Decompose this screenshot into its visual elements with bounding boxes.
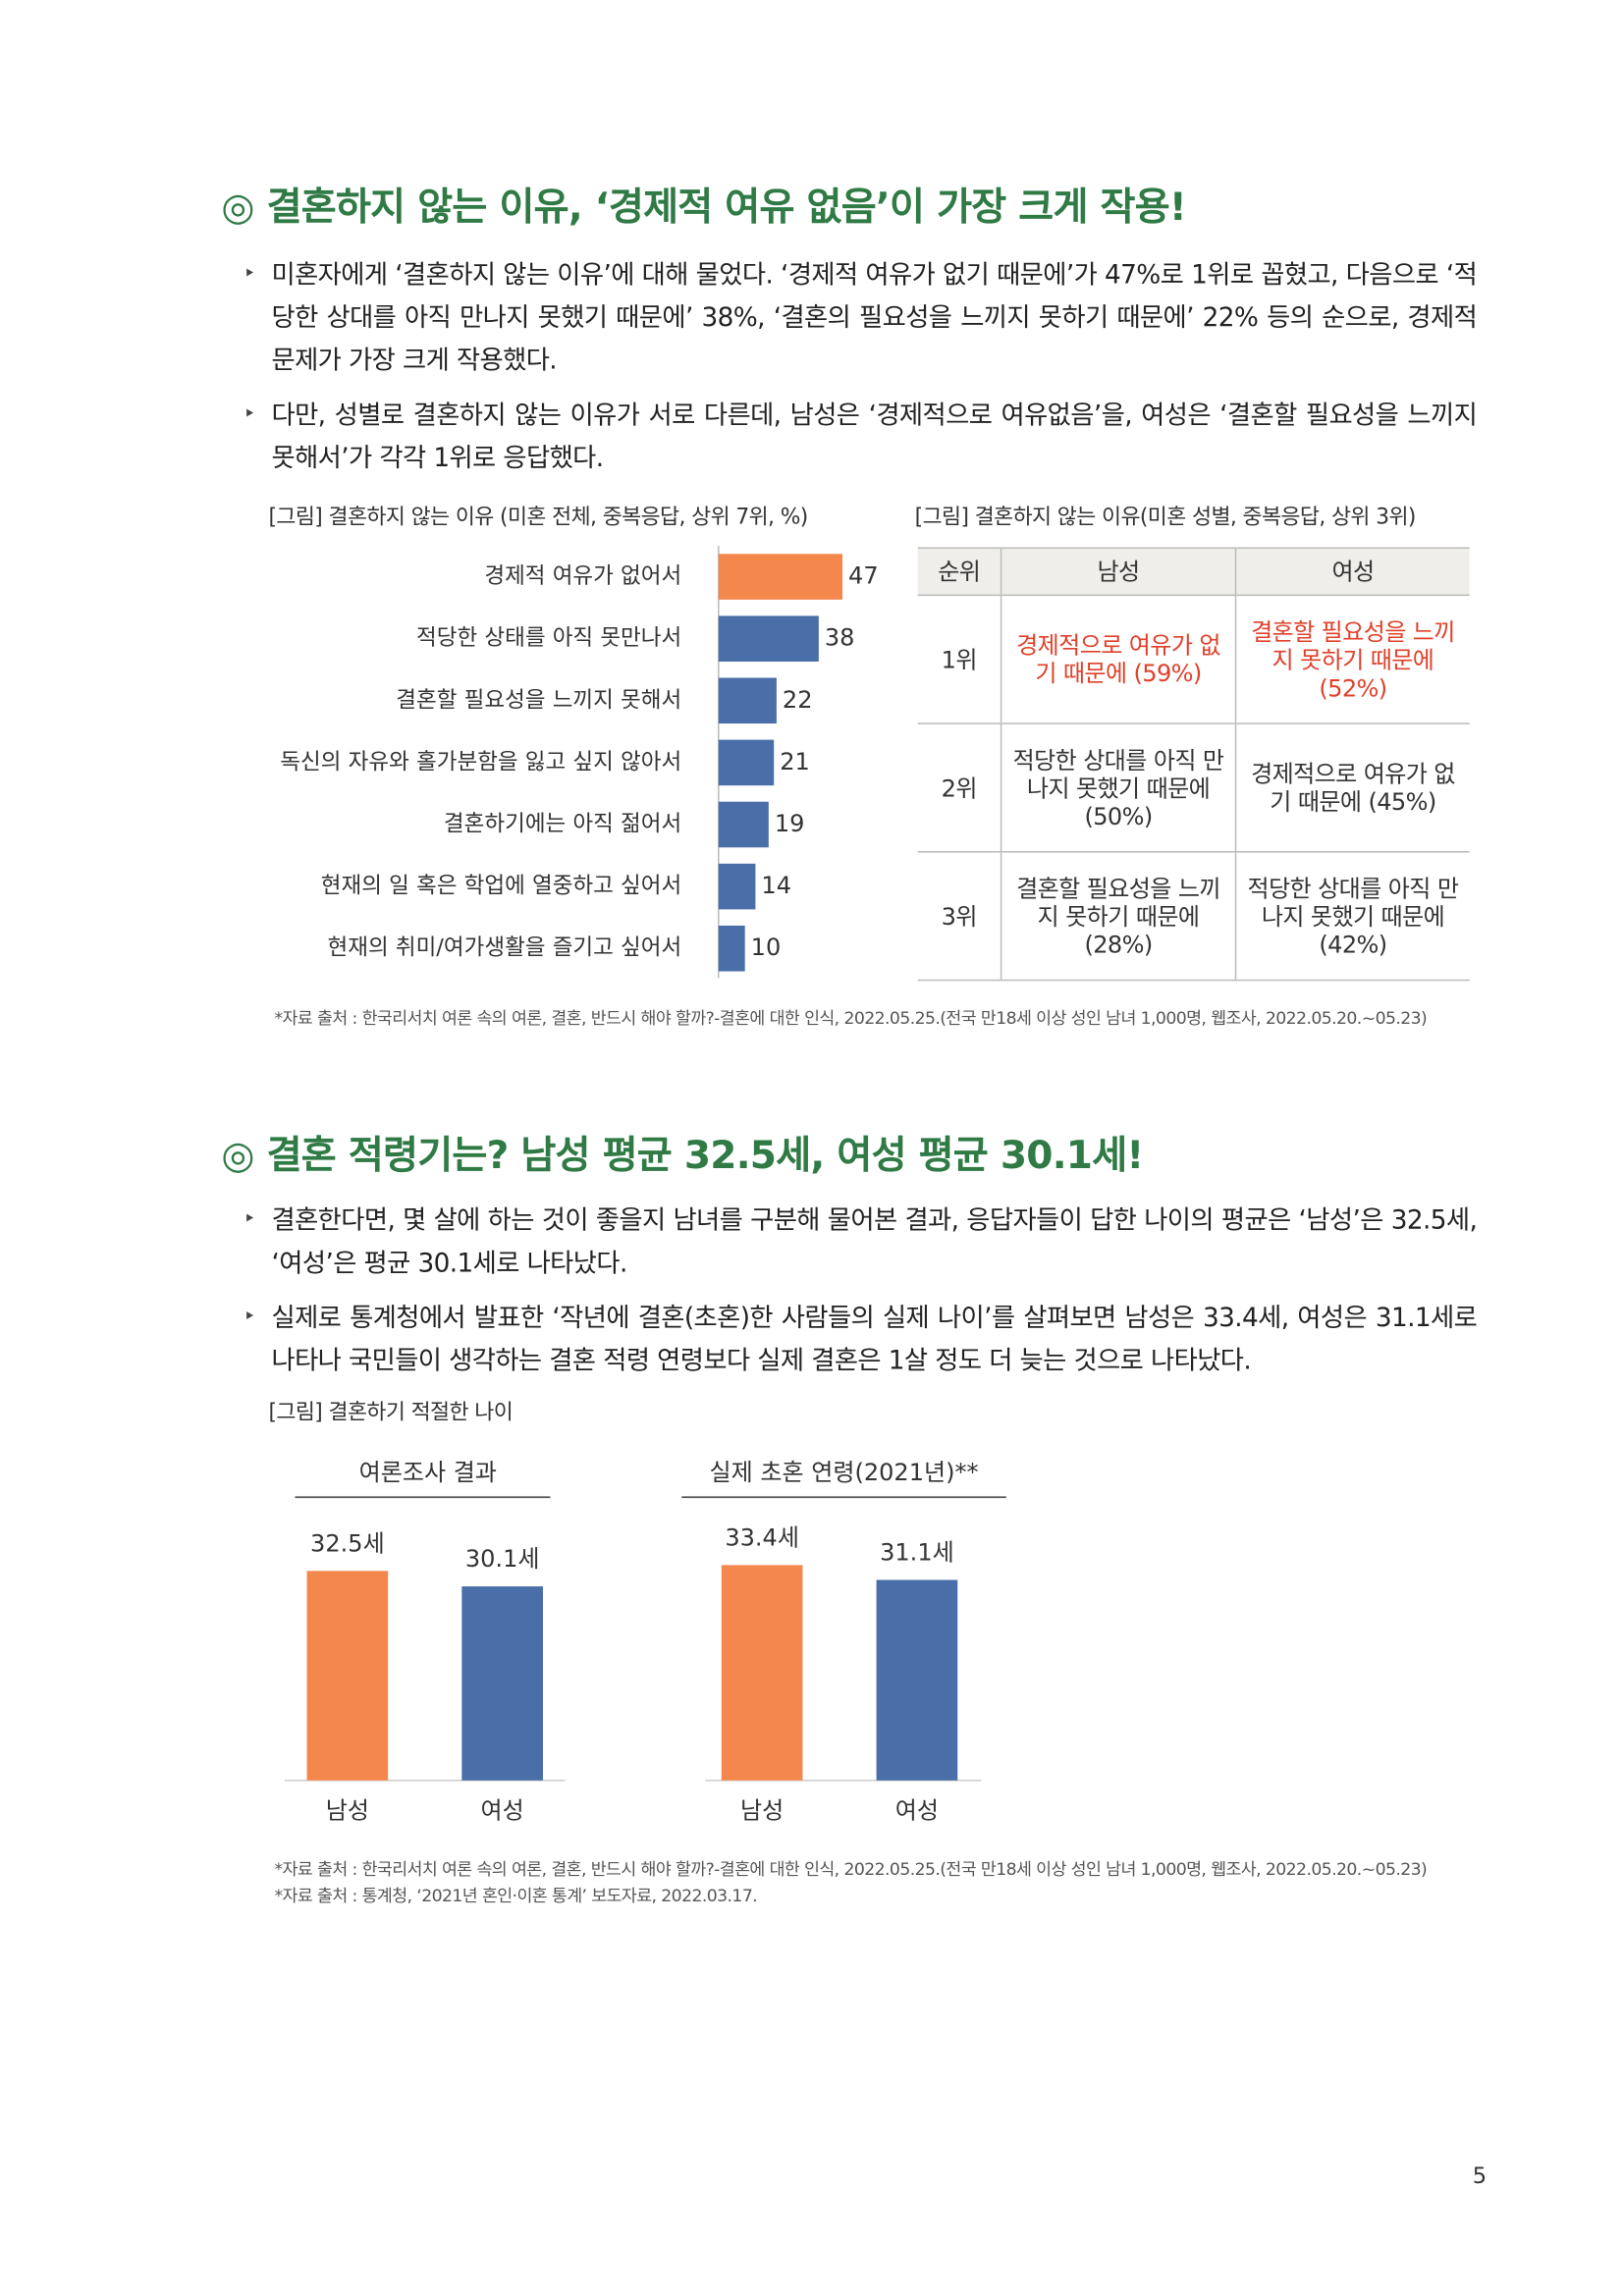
- category-label: 여성: [481, 1796, 524, 1824]
- table-header: 순위 남성 여성: [917, 547, 1470, 597]
- bullet: 미혼자에게 ‘결혼하지 않는 이유’에 대해 물었다. ‘경제적 여유가 없기 …: [243, 253, 1478, 384]
- chart-title: 여론조사 결과: [359, 1459, 497, 1486]
- figure-caption: [그림] 결혼하기 적절한 나이: [268, 1401, 514, 1425]
- bar: [721, 1565, 803, 1781]
- table-row: 3위 결혼할 필요성을 느끼지 못하기 때문에 (28%) 적당한 상대를 아직…: [917, 851, 1470, 982]
- page-number: 5: [1472, 2162, 1488, 2190]
- header-cell: 여성: [1234, 547, 1470, 597]
- bullet-list: 미혼자에게 ‘결혼하지 않는 이유’에 대해 물었다. ‘경제적 여유가 없기 …: [243, 253, 1478, 493]
- value-label: 47: [848, 562, 879, 590]
- cell: 경제적으로 여유가 없기 때문에 (59%): [1000, 594, 1236, 724]
- category-label: 현재의 취미/여가생활을 즐기고 싶어서: [327, 935, 681, 961]
- value-label: 30.1세: [465, 1545, 540, 1573]
- table-row: 2위 적당한 상대를 아직 만나지 못했기 때문에 (50%) 경제적으로 여유…: [917, 722, 1470, 853]
- bar: [718, 677, 777, 724]
- section-title: ◎ 결혼하지 않는 이유, ‘경제적 여유 없음’이 가장 크게 작용!: [221, 186, 1187, 231]
- category-label: 결혼하기에는 아직 젊어서: [444, 812, 681, 837]
- source-note: *자료 출처 : 한국리서치 여론 속의 여론, 결혼, 반드시 해야 할까?-…: [274, 1007, 1428, 1029]
- bar: [461, 1586, 543, 1781]
- bullet: 실제로 통계청에서 발표한 ‘작년에 결혼(초혼)한 사람들의 실제 나이’를 …: [243, 1297, 1478, 1383]
- header-cell: 순위: [917, 547, 1001, 597]
- bar: [718, 739, 775, 786]
- bar: [718, 615, 819, 662]
- bar: [718, 863, 756, 910]
- chart-title: 실제 초혼 연령(2021년)**: [710, 1459, 979, 1486]
- value-label: 38: [825, 624, 855, 652]
- cell: 적당한 상대를 아직 만나지 못했기 때문에 (50%): [1000, 722, 1236, 853]
- bar: [876, 1579, 958, 1781]
- section-title: ◎ 결혼 적령기는? 남성 평균 32.5세, 여성 평균 30.1세!: [221, 1134, 1144, 1179]
- category-label: 남성: [740, 1796, 784, 1824]
- bar: [718, 925, 745, 972]
- cell: 결혼할 필요성을 느끼지 못하기 때문에 (52%): [1234, 594, 1470, 724]
- figure-caption: [그림] 결혼하지 않는 이유 (미혼 전체, 중복응답, 상위 7위, %): [268, 506, 808, 530]
- category-label: 현재의 일 혹은 학업에 열중하고 싶어서: [321, 874, 681, 899]
- value-label: 33.4세: [725, 1523, 799, 1551]
- chart: 경제적 여유가 없어서 47 적당한 상태를 아직 못만나서 38 결혼할 필요성을 느…: [280, 545, 879, 979]
- value-label: 22: [783, 686, 813, 714]
- bullet: 다만, 성별로 결혼하지 않는 이유가 서로 다른데, 남성은 ‘경제적으로 여…: [243, 394, 1478, 481]
- value-label: 10: [751, 934, 782, 961]
- category-label: 결혼할 필요성을 느끼지 못해서: [396, 687, 681, 713]
- source-note: *자료 출처 : 통계청, ‘2021년 혼인·이혼 통계’ 보도자료, 202…: [274, 1885, 758, 1906]
- cell: 적당한 상대를 아직 만나지 못했기 때문에 (42%): [1234, 851, 1470, 982]
- value-label: 21: [780, 748, 810, 775]
- cell: 경제적으로 여유가 없기 때문에 (45%): [1234, 722, 1470, 853]
- value-label: 19: [775, 810, 805, 837]
- value-label: 14: [761, 872, 791, 899]
- value-label: 31.1세: [880, 1538, 954, 1566]
- figure-caption: [그림] 결혼하지 않는 이유(미혼 성별, 중복응답, 상위 3위): [914, 506, 1417, 530]
- bar: [306, 1571, 389, 1781]
- bar: [718, 801, 769, 848]
- cell: 2위: [917, 722, 1001, 853]
- value-label: 32.5세: [310, 1529, 385, 1557]
- header-cell: 남성: [1000, 547, 1236, 597]
- table-row: 1위 경제적으로 여유가 없기 때문에 (59%) 결혼할 필요성을 느끼지 못…: [917, 594, 1470, 724]
- category-label: 여성: [895, 1796, 939, 1824]
- source-note: *자료 출처 : 한국리서치 여론 속의 여론, 결혼, 반드시 해야 할까?-…: [274, 1858, 1428, 1880]
- category-label: 적당한 상태를 아직 못만나서: [416, 625, 681, 651]
- table: 순위 남성 여성 1위 경제적으로 여유가 없기 때문에 (59%) 결혼할 필…: [917, 547, 1470, 982]
- bullet-list: 결혼한다면, 몇 살에 하는 것이 좋을지 남녀를 구분해 물어본 결과, 응답…: [243, 1200, 1478, 1395]
- category-label: 경제적 여유가 없어서: [484, 563, 681, 589]
- bullet: 결혼한다면, 몇 살에 하는 것이 좋을지 남녀를 구분해 물어본 결과, 응답…: [243, 1200, 1478, 1286]
- cell: 1위: [917, 594, 1001, 724]
- category-label: 남성: [326, 1796, 369, 1824]
- category-label: 독신의 자유와 홀가분함을 잃고 싶지 않아서: [280, 749, 681, 774]
- cell: 결혼할 필요성을 느끼지 못하기 때문에 (28%): [1000, 851, 1236, 982]
- bar: [718, 554, 843, 600]
- cell: 3위: [917, 851, 1001, 982]
